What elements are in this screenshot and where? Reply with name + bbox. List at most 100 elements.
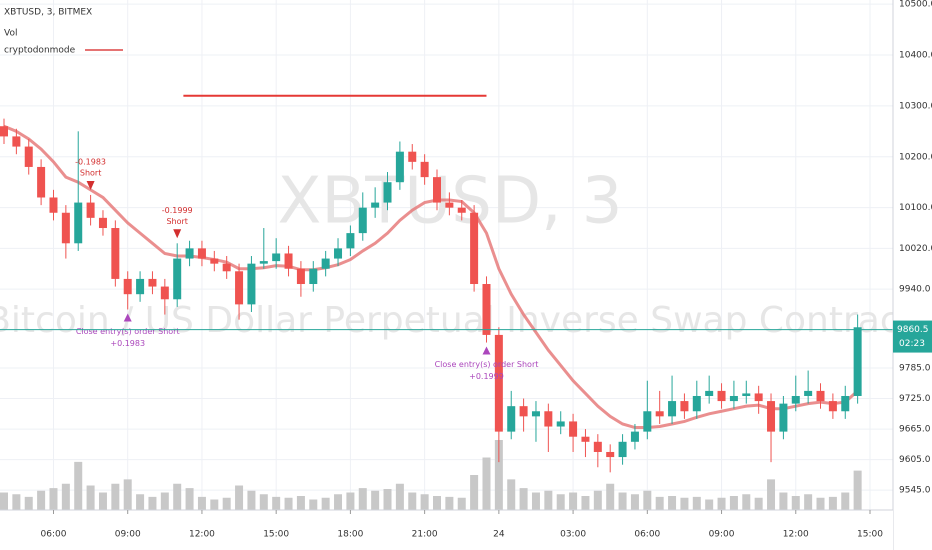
volume-bar bbox=[61, 483, 70, 510]
y-tick-label: 9665.0 bbox=[899, 425, 931, 435]
volume-bar bbox=[804, 494, 813, 510]
candle-body bbox=[482, 284, 491, 335]
watermark-subtitle: Bitcoin / US Dollar Perpetual Inverse Sw… bbox=[0, 300, 914, 341]
candle-body bbox=[841, 395, 850, 412]
candle-body bbox=[556, 421, 565, 427]
volume-bar bbox=[593, 490, 602, 510]
volume-bar bbox=[272, 496, 281, 510]
candle-body bbox=[12, 136, 21, 147]
candle-body bbox=[433, 177, 441, 203]
volume-bar bbox=[371, 490, 380, 510]
entry-side: Short bbox=[80, 168, 101, 177]
y-tick-label: 10200.0 bbox=[899, 152, 932, 162]
volume-bar bbox=[123, 479, 132, 510]
volume-bar bbox=[247, 490, 256, 510]
candle-body bbox=[655, 411, 664, 417]
volume-bar bbox=[581, 496, 590, 510]
volume-bar bbox=[24, 496, 33, 510]
candle-body bbox=[618, 441, 627, 458]
candle-body bbox=[86, 202, 95, 218]
candle-body bbox=[804, 390, 813, 396]
candle-body bbox=[296, 268, 305, 285]
candle-body bbox=[494, 334, 503, 432]
volume-bar bbox=[74, 461, 83, 510]
volume-bar bbox=[395, 483, 404, 510]
volume-bar bbox=[692, 496, 701, 510]
candle-body bbox=[148, 278, 157, 287]
volume-bar bbox=[235, 485, 244, 510]
candle-body bbox=[160, 286, 169, 300]
volume-legend: Vol bbox=[4, 29, 17, 39]
candle-body bbox=[272, 253, 281, 262]
volume-bar bbox=[618, 492, 627, 510]
candle-body bbox=[74, 202, 83, 244]
volume-bar bbox=[0, 492, 8, 510]
volume-bar bbox=[173, 483, 182, 510]
volume-bar bbox=[630, 494, 639, 510]
candle-body bbox=[828, 401, 837, 412]
volume-bar bbox=[494, 440, 503, 510]
x-tick-label: 18:00 bbox=[337, 530, 363, 540]
volume-bar bbox=[742, 494, 751, 510]
exit-pnl: +0.1999 bbox=[469, 372, 504, 381]
entry-arrow bbox=[86, 180, 95, 190]
candle-body bbox=[383, 182, 392, 203]
x-tick-label: 12:00 bbox=[189, 530, 215, 540]
candle-body bbox=[445, 202, 454, 208]
candle-body bbox=[408, 151, 417, 162]
candle-body bbox=[767, 401, 776, 432]
candle-body bbox=[0, 126, 8, 137]
candle-body bbox=[816, 390, 825, 402]
candle-body bbox=[371, 202, 380, 208]
plot: Short -0.1983 Short -0.1999 Close entry(s) o… bbox=[0, 94, 893, 510]
candle-body bbox=[779, 403, 788, 432]
candle-body bbox=[606, 451, 615, 458]
volume-bar bbox=[643, 490, 652, 510]
volume-bar bbox=[210, 499, 219, 510]
candle-body bbox=[705, 390, 714, 396]
volume-bar bbox=[334, 494, 343, 510]
chart-title: XBTUSD, 3, BITMEX bbox=[4, 8, 92, 18]
candle-body bbox=[197, 248, 206, 259]
volume-bar bbox=[482, 457, 491, 510]
entry-pnl: -0.1999 bbox=[162, 206, 193, 215]
price-axis bbox=[893, 0, 932, 550]
y-tick-label: 10100.0 bbox=[899, 203, 932, 213]
y-tick-label: 9605.0 bbox=[899, 455, 931, 465]
entry-arrow bbox=[173, 229, 182, 239]
volume-bar bbox=[383, 489, 392, 510]
candle-body bbox=[123, 278, 132, 295]
volume-bar bbox=[408, 492, 417, 510]
exit-pnl: +0.1983 bbox=[110, 339, 145, 348]
y-tick-label: 9785.0 bbox=[899, 363, 931, 373]
x-tick-label: 09:00 bbox=[115, 530, 141, 540]
candle-body bbox=[284, 253, 293, 269]
x-tick-label: 21:00 bbox=[412, 530, 438, 540]
candle-body bbox=[37, 166, 46, 198]
last-price-box bbox=[893, 320, 932, 353]
candle-body bbox=[173, 258, 182, 300]
volume-bar bbox=[705, 499, 714, 510]
candle-body bbox=[61, 212, 70, 244]
volume-bar bbox=[556, 494, 565, 510]
axes: 10500.0 10400.0 10300.0 10200.0 10100.0 10020… bbox=[41, 0, 932, 540]
candle-body bbox=[210, 258, 219, 264]
x-tick-label: 03:00 bbox=[560, 530, 586, 540]
candle-body bbox=[358, 207, 367, 234]
candle-body bbox=[791, 395, 800, 404]
candle-body bbox=[395, 151, 404, 183]
candle-body bbox=[136, 278, 145, 295]
x-tick-label: 06:00 bbox=[634, 530, 660, 540]
volume-bar bbox=[470, 475, 479, 510]
volume-bar bbox=[519, 488, 528, 510]
y-tick-label: 10300.0 bbox=[899, 101, 932, 111]
volume-bar bbox=[606, 483, 615, 510]
candle-body bbox=[222, 263, 231, 272]
volume-bar bbox=[841, 492, 850, 510]
volume-bar bbox=[12, 494, 21, 510]
volume-bar bbox=[569, 492, 578, 510]
candle-body bbox=[729, 395, 738, 402]
volume-bar bbox=[259, 494, 268, 510]
volume-bar bbox=[531, 492, 540, 510]
candle-body bbox=[98, 217, 107, 229]
